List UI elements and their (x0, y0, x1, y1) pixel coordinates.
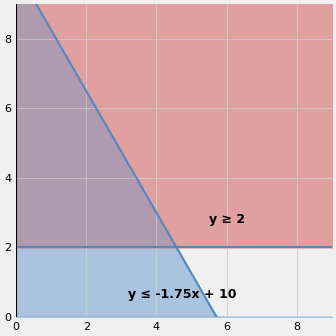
Text: y ≤ -1.75x + 10: y ≤ -1.75x + 10 (128, 288, 237, 301)
Text: y ≥ 2: y ≥ 2 (209, 213, 245, 226)
